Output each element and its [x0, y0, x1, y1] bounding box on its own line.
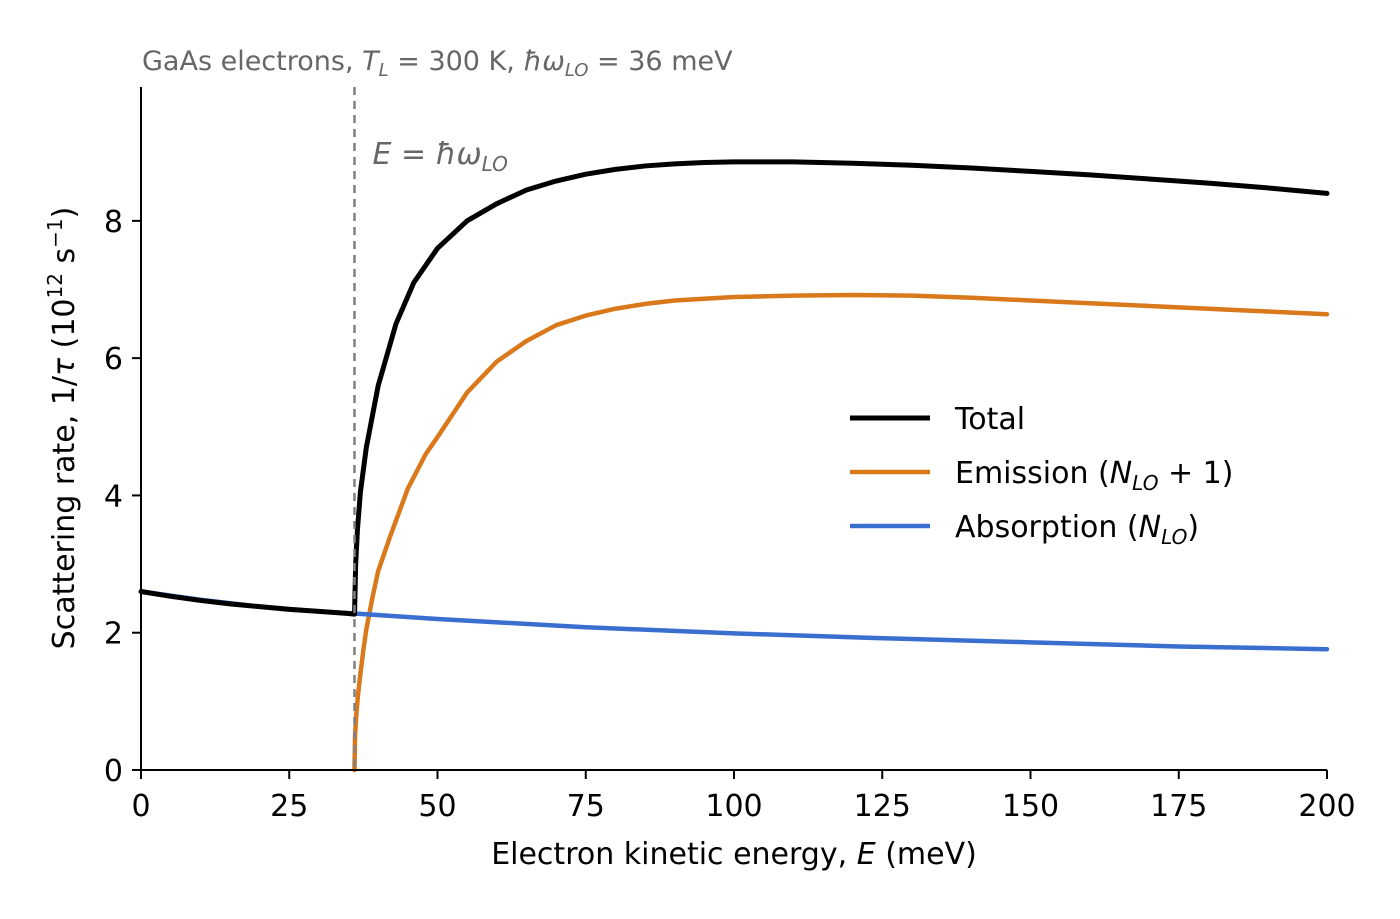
legend-label: Emission (NLO + 1) — [955, 456, 1233, 495]
y-tick-label: 2 — [104, 617, 123, 652]
y-tick-label: 8 — [104, 205, 123, 240]
x-tick-label: 100 — [705, 789, 762, 824]
x-axis-label: Electron kinetic energy, E (meV) — [491, 837, 977, 872]
series-line-absorption — [138, 589, 1330, 652]
legend: Total Emission (NLO + 1) Absorption (NLO) — [850, 402, 1233, 549]
legend-label: Absorption (NLO) — [955, 510, 1199, 549]
x-tick-label: 75 — [567, 789, 605, 824]
series-line-total — [138, 159, 1330, 617]
threshold-label: E = ħωLO — [372, 137, 507, 176]
x-tick-label: 125 — [854, 789, 911, 824]
chart-title: GaAs electrons, TL = 300 K, ħωLO = 36 me… — [142, 46, 733, 81]
x-tick-label: 25 — [270, 789, 308, 824]
series-layer — [138, 159, 1330, 773]
y-tick-label: 6 — [104, 342, 123, 377]
y-tick-label: 4 — [104, 479, 123, 514]
y-axis-label: Scattering rate, 1/τ (1012 s−1) — [43, 207, 82, 650]
y-ticks: 0 2 4 6 8 — [104, 205, 141, 789]
x-tick-label: 175 — [1150, 789, 1207, 824]
x-tick-label: 200 — [1298, 789, 1355, 824]
y-tick-label: 0 — [104, 754, 123, 789]
legend-label: Total — [954, 402, 1025, 437]
x-tick-label: 50 — [418, 789, 456, 824]
series-line-emission — [352, 292, 1330, 773]
x-tick-label: 0 — [131, 789, 150, 824]
x-tick-label: 150 — [1002, 789, 1059, 824]
x-ticks: 0 25 50 75 100 125 150 175 200 — [131, 770, 1356, 824]
